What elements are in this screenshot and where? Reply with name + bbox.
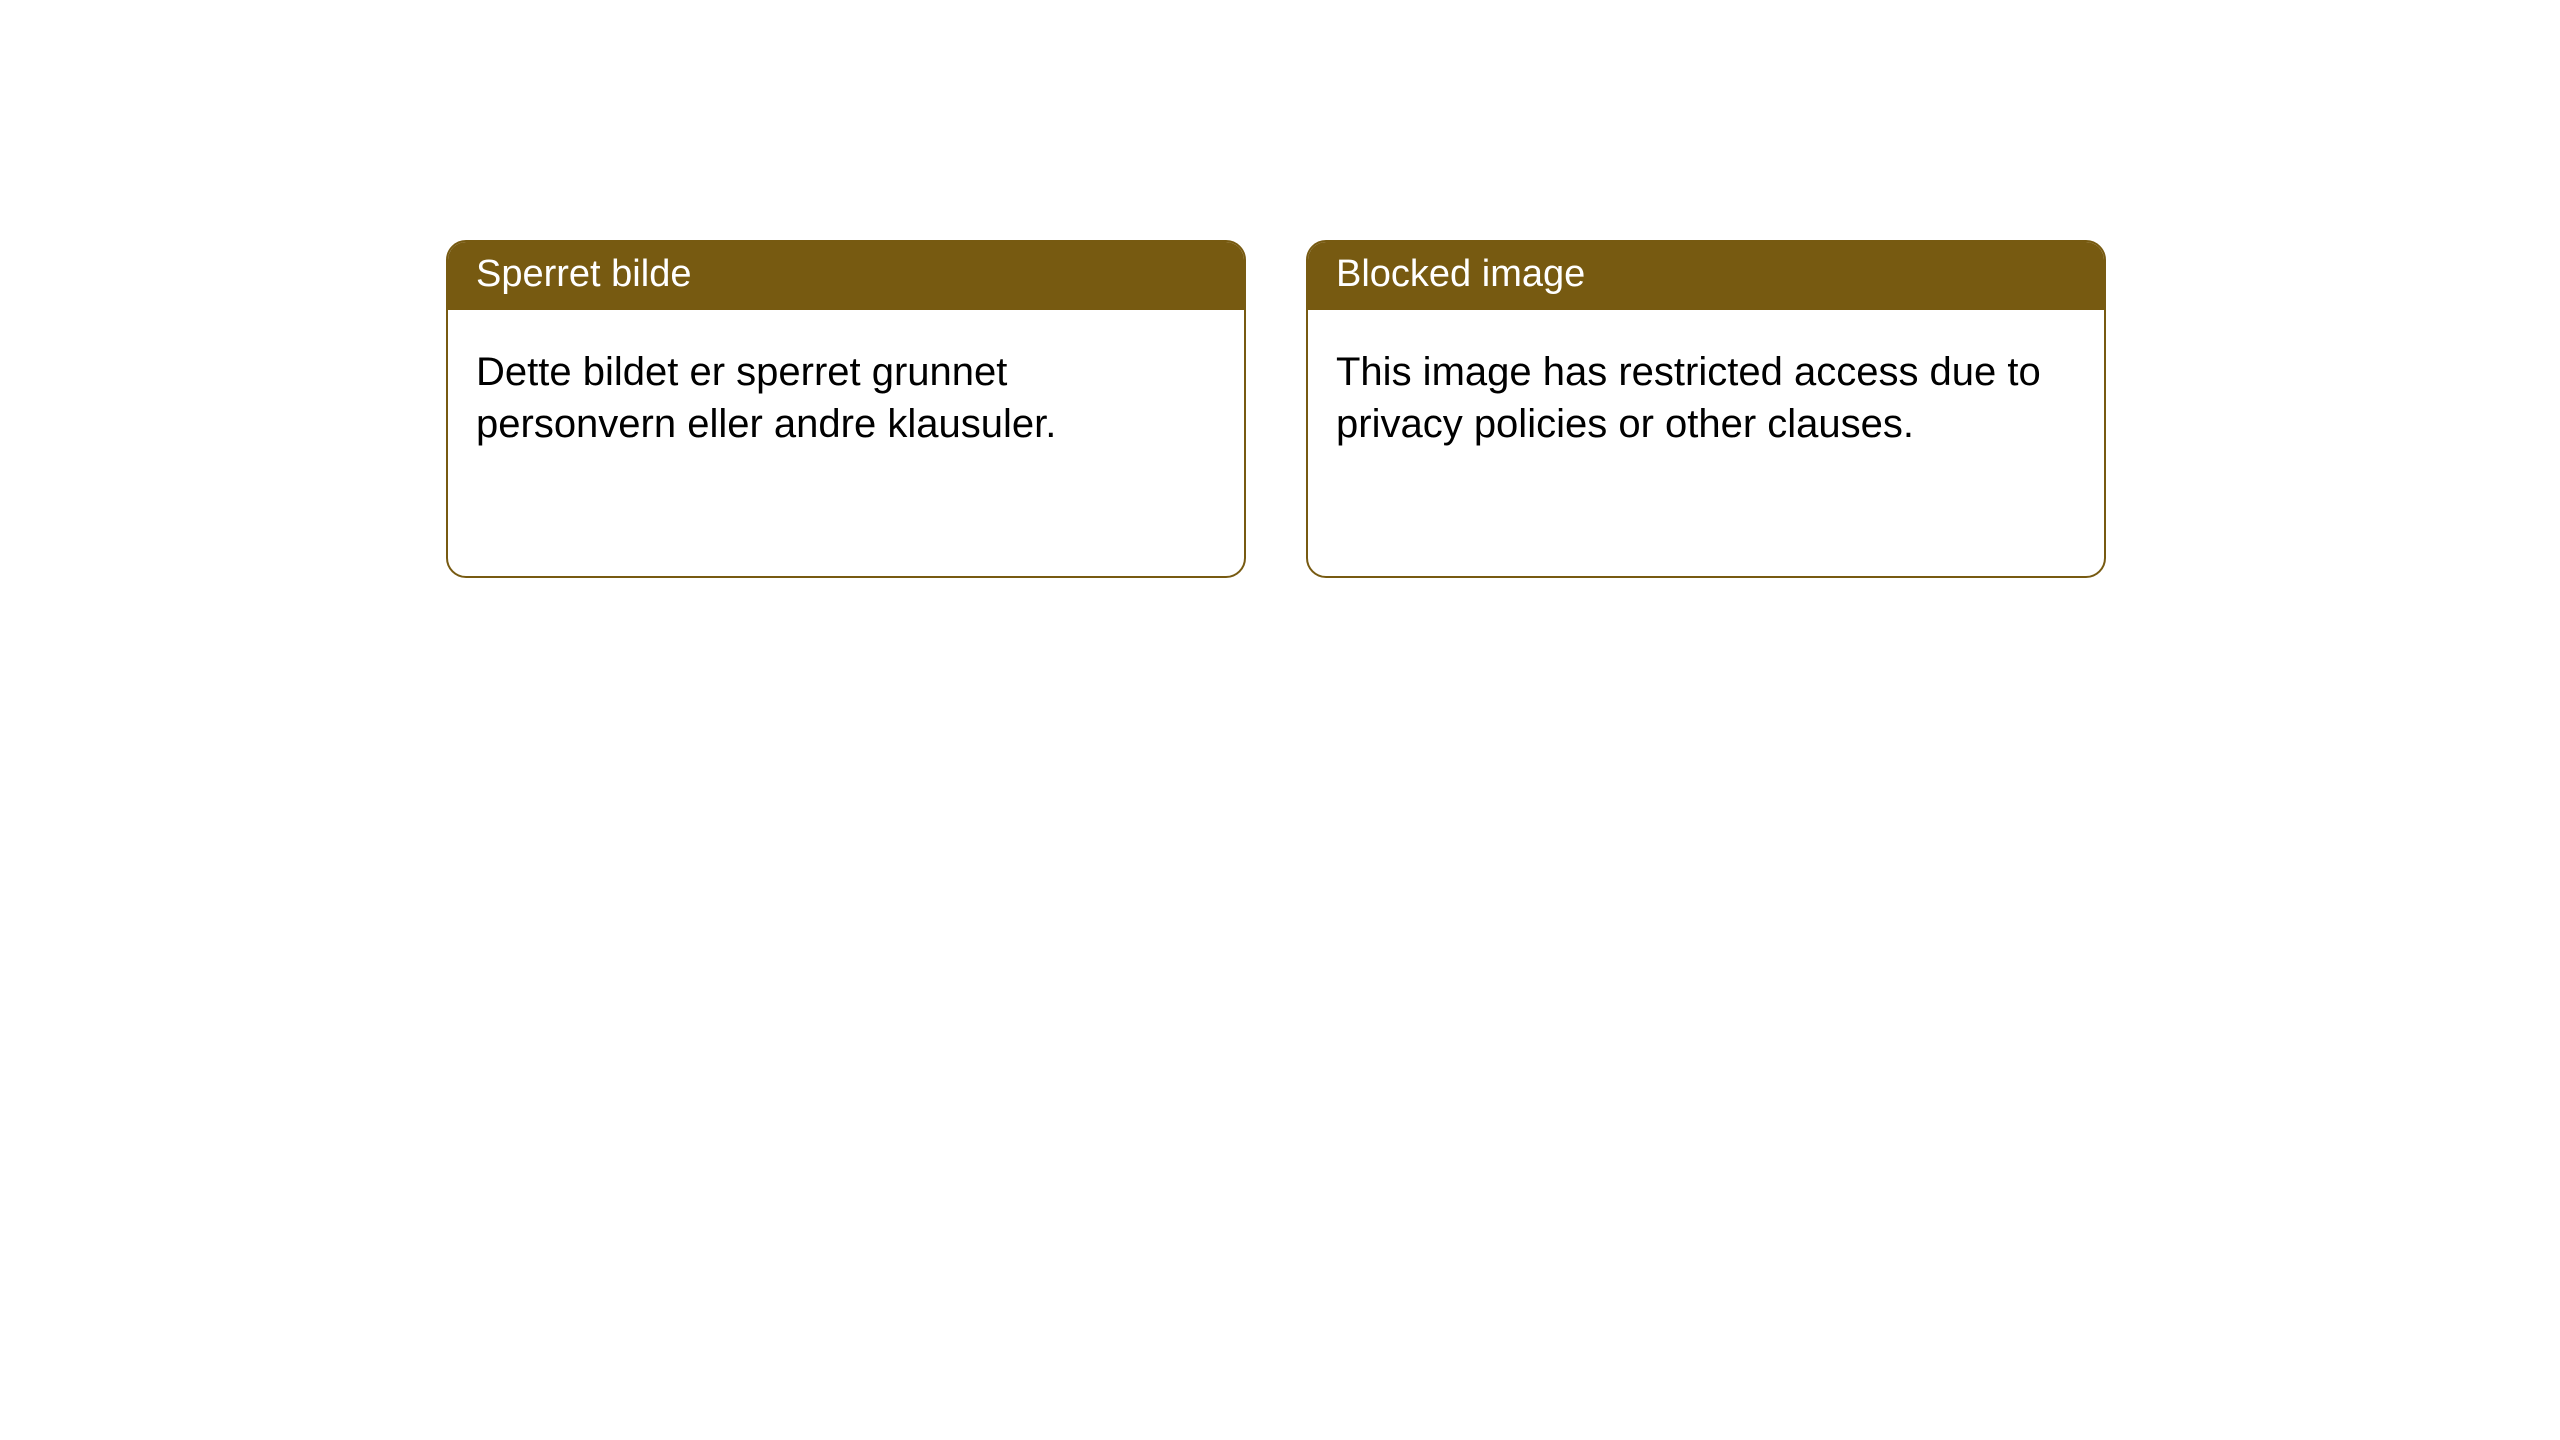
notice-card-norwegian: Sperret bilde Dette bildet er sperret gr… (446, 240, 1246, 578)
notice-cards-container: Sperret bilde Dette bildet er sperret gr… (446, 240, 2560, 578)
notice-header: Blocked image (1308, 242, 2104, 310)
notice-header: Sperret bilde (448, 242, 1244, 310)
notice-body: Dette bildet er sperret grunnet personve… (448, 310, 1244, 486)
notice-body: This image has restricted access due to … (1308, 310, 2104, 486)
notice-card-english: Blocked image This image has restricted … (1306, 240, 2106, 578)
